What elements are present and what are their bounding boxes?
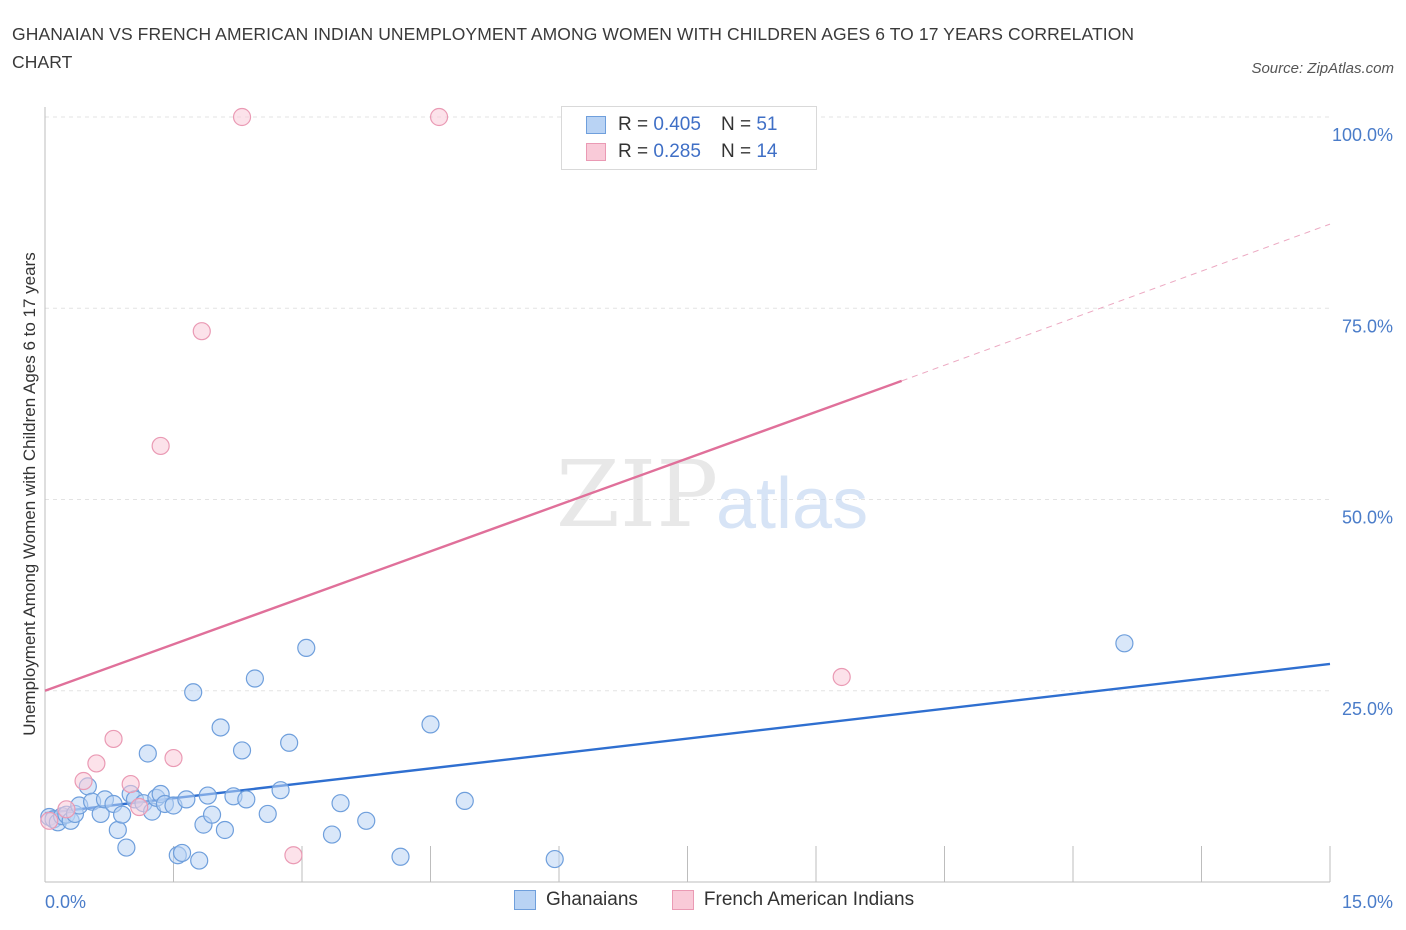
series-swatch-blue (514, 890, 536, 910)
watermark-atlas: atlas (716, 464, 868, 544)
data-point (172, 843, 192, 863)
data-point (192, 322, 211, 341)
data-point (177, 790, 196, 809)
data-point (121, 774, 140, 794)
data-point (284, 846, 303, 865)
data-point (258, 804, 277, 824)
series-swatch-pink (671, 890, 694, 910)
data-point (297, 638, 316, 658)
data-point (545, 849, 564, 869)
source-label: Source: ZipAtlas.com (1251, 60, 1394, 77)
data-point (237, 790, 256, 809)
series-legend-ghanaians: Ghanaians (514, 889, 638, 911)
trend-line (44, 662, 1331, 815)
series-legend-label: Ghanaians (546, 889, 638, 910)
data-point (232, 107, 252, 127)
data-point (184, 683, 203, 702)
legend-n-value: 51 (756, 114, 778, 135)
stats-legend: R = 0.405 N = 51 R = 0.285 N = 14 (561, 106, 817, 170)
data-point (117, 838, 136, 857)
data-point (215, 820, 234, 840)
data-point (832, 667, 851, 687)
data-point (190, 851, 209, 870)
stats-legend-row-ghanaians: R = 0.405 N = 51 (586, 113, 777, 137)
trend-line-extension (901, 223, 1331, 382)
tick-labels: 25.0% 50.0% 75.0% 100.0% 0.0% 15.0% (45, 125, 1393, 912)
trend-line (44, 379, 903, 692)
y-tick-label: 25.0% (1342, 699, 1393, 719)
data-point (271, 781, 290, 800)
data-point (455, 791, 474, 811)
legend-r-label: R = (618, 141, 649, 162)
axes (44, 107, 1331, 883)
x-tick-label: 15.0% (1342, 892, 1393, 912)
data-point (391, 847, 410, 866)
data-point (87, 754, 106, 773)
data-point (202, 805, 222, 824)
series-legend-french-american-indians: French American Indians (671, 889, 915, 911)
data-point (130, 797, 149, 817)
chart-title: GHANAIAN VS FRENCH AMERICAN INDIAN UNEMP… (12, 20, 1212, 76)
chart-title-line-2: CHART (12, 52, 73, 72)
data-points (40, 107, 1134, 870)
grid (45, 116, 1330, 692)
data-point (211, 718, 230, 737)
data-point (331, 794, 350, 813)
data-point (40, 811, 59, 830)
series-legend: Ghanaians French American Indians (514, 889, 948, 911)
y-axis-label: Unemployment Among Women with Children A… (20, 252, 39, 736)
data-point (429, 107, 449, 127)
legend-r-label: R = (618, 114, 649, 135)
legend-n-label: N = (720, 141, 752, 162)
y-tick-label: 75.0% (1342, 316, 1393, 336)
data-point (322, 825, 342, 844)
y-tick-label: 100.0% (1332, 125, 1393, 145)
data-point (280, 733, 299, 752)
data-point (108, 820, 127, 840)
data-point (151, 436, 170, 456)
watermark-zip: ZIP (556, 441, 718, 548)
legend-swatch-pink (586, 143, 606, 161)
legend-r-value: 0.405 (653, 114, 701, 135)
stats-legend-row-french-american-indians: R = 0.285 N = 14 (586, 140, 777, 164)
legend-n-label: N = (720, 114, 752, 135)
data-point (421, 715, 440, 734)
data-point (1115, 634, 1134, 653)
legend-r-value: 0.285 (653, 141, 701, 162)
x-tick-label: 0.0% (45, 892, 86, 912)
data-point (57, 800, 76, 819)
data-point (104, 729, 123, 749)
data-point (164, 748, 183, 768)
data-point (112, 805, 132, 824)
data-point (357, 811, 376, 830)
y-tick-label: 50.0% (1342, 508, 1393, 528)
data-point (138, 744, 157, 763)
data-point (232, 741, 252, 760)
data-point (74, 771, 93, 791)
watermark: ZIP atlas (556, 441, 868, 548)
legend-swatch-blue (586, 116, 606, 134)
legend-n-value: 14 (756, 141, 778, 162)
trend-lines (44, 223, 1331, 815)
data-point (245, 669, 264, 688)
chart-title-line-1: GHANAIAN VS FRENCH AMERICAN INDIAN UNEMP… (12, 24, 1135, 44)
data-point (198, 786, 217, 805)
series-legend-label: French American Indians (703, 889, 915, 910)
